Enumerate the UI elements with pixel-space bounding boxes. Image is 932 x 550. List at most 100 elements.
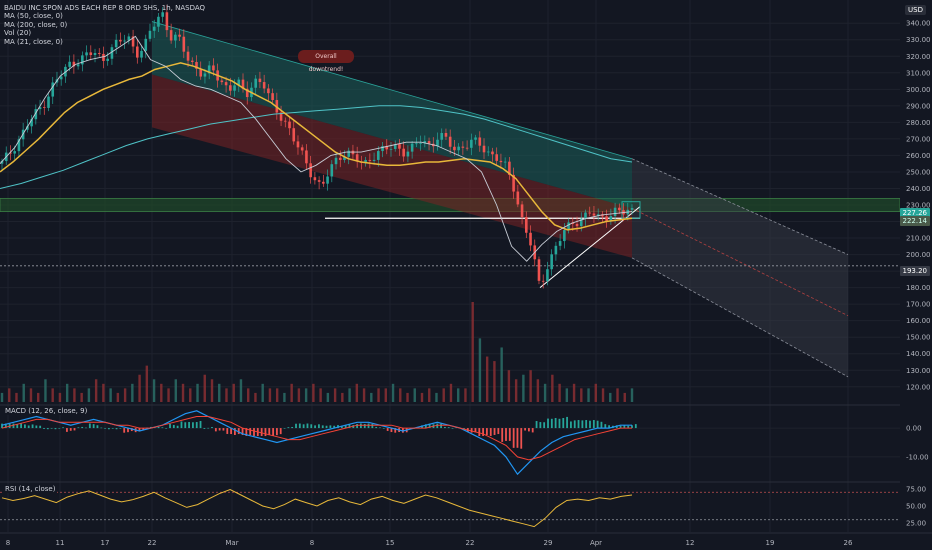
macd-hist-bar: [600, 421, 603, 429]
macd-hist-bar: [505, 428, 507, 441]
macd-hist-bar: [485, 428, 488, 435]
candle-body: [457, 146, 460, 151]
support-tag: 193.20: [899, 266, 930, 276]
candle-body: [178, 34, 181, 37]
macd-hist-bar: [218, 428, 221, 431]
price-tick: 320.00: [906, 53, 931, 61]
candle-body: [486, 151, 490, 153]
macd-hist-bar: [428, 423, 431, 429]
macd-hist-bar: [562, 417, 565, 429]
macd-hist-bar: [348, 423, 351, 429]
macd-hist-bar: [566, 416, 568, 429]
volume-bar: [319, 388, 322, 402]
candle-body: [579, 218, 583, 227]
candle-body: [313, 177, 317, 181]
volume-bar: [377, 388, 380, 402]
macd-hist-bar: [424, 424, 427, 429]
macd-hist-bar: [340, 425, 343, 429]
macd-hist-bar: [77, 427, 80, 429]
time-tick: 12: [686, 539, 695, 547]
candle-body: [423, 141, 427, 143]
volume-bars: [0, 302, 634, 402]
price-tick: 330.00: [906, 36, 931, 44]
volume-bar: [37, 392, 40, 402]
price-tick: 250.00: [906, 168, 931, 176]
candle-body: [563, 230, 566, 242]
time-tick: 22: [148, 539, 157, 547]
macd-hist-bar: [444, 426, 446, 429]
macd-hist-bar: [226, 428, 229, 434]
macd-hist-bar: [501, 428, 504, 442]
candle-body: [9, 152, 12, 154]
candle-body: [516, 191, 520, 205]
candle-body: [106, 58, 110, 61]
price-tick: 180.00: [906, 284, 931, 292]
candle-body: [474, 137, 477, 140]
volume-bar: [87, 388, 91, 402]
currency-label[interactable]: USD: [905, 5, 926, 15]
macd-hist-bar: [291, 426, 294, 429]
macd-hist-bar: [631, 425, 633, 429]
candle-body: [381, 146, 384, 152]
candle-body: [338, 157, 342, 160]
macd-hist-bar: [66, 428, 68, 432]
macd-hist-bar: [493, 428, 496, 435]
candle-body: [34, 109, 38, 120]
macd-hist-bar: [157, 426, 160, 429]
macd-hist-bar: [169, 423, 171, 429]
macd-hist-bar: [375, 426, 378, 429]
price-tick: 260.00: [906, 152, 931, 160]
macd-hist-bar: [604, 424, 607, 429]
candle-body: [258, 78, 262, 83]
candle-body: [567, 222, 570, 231]
annotation-note[interactable]: Overall downtrend!: [298, 50, 354, 73]
candle-body: [267, 88, 270, 94]
time-tick: 17: [101, 539, 110, 547]
macd-hist-bar: [302, 424, 305, 429]
candle-body: [613, 207, 617, 217]
candle-body: [592, 213, 596, 216]
macd-hist-bar: [585, 420, 588, 429]
macd-hist-bar: [314, 425, 316, 429]
macd-hist-bar: [394, 428, 397, 433]
rsi-tick: 25.00: [906, 520, 926, 528]
macd-hist-bar: [325, 425, 328, 429]
candle-body: [618, 207, 621, 211]
volume-bar: [58, 392, 62, 402]
volume-bar: [290, 383, 293, 402]
macd-hist-bar: [592, 420, 595, 429]
volume-bar: [435, 392, 438, 402]
volume-bar: [218, 383, 221, 402]
macd-hist-bar: [268, 428, 271, 436]
candle-body: [343, 156, 346, 160]
candle-body: [81, 55, 84, 65]
candle-body: [245, 88, 249, 98]
macd-hist-bar: [54, 428, 57, 430]
macd-hist-bar: [50, 428, 53, 429]
price-tick: 230.00: [906, 202, 931, 210]
candle-body: [465, 147, 469, 149]
macd-hist-bar: [161, 427, 164, 429]
macd-hist-bar: [310, 424, 313, 429]
candle-body: [482, 145, 486, 153]
macd-hist-bar: [344, 425, 347, 429]
macd-hist-bar: [482, 428, 484, 436]
volume-bar: [442, 388, 445, 402]
time-axis: 8 11 17 22 Mar 8 15 22 29 Apr 12 19 26: [0, 532, 932, 547]
candle-body: [503, 161, 507, 163]
chart-legend: BAIDU INC SPON ADS EACH REP 8 ORD SHS, 1…: [4, 4, 205, 46]
candle-body: [389, 148, 393, 150]
candle-body: [271, 93, 274, 101]
macd-hist-bar: [440, 423, 442, 429]
macd-hist-bar: [192, 422, 194, 429]
candle-body: [288, 121, 291, 129]
candle-body: [541, 280, 545, 282]
price-tick: 120.00: [906, 383, 931, 391]
volume-bar: [167, 388, 170, 402]
macd-line: [1, 410, 632, 476]
price-tick: 340.00: [906, 20, 931, 28]
candle-body: [283, 120, 287, 122]
macd-hist-bar: [96, 425, 99, 429]
candle-body: [220, 80, 224, 83]
